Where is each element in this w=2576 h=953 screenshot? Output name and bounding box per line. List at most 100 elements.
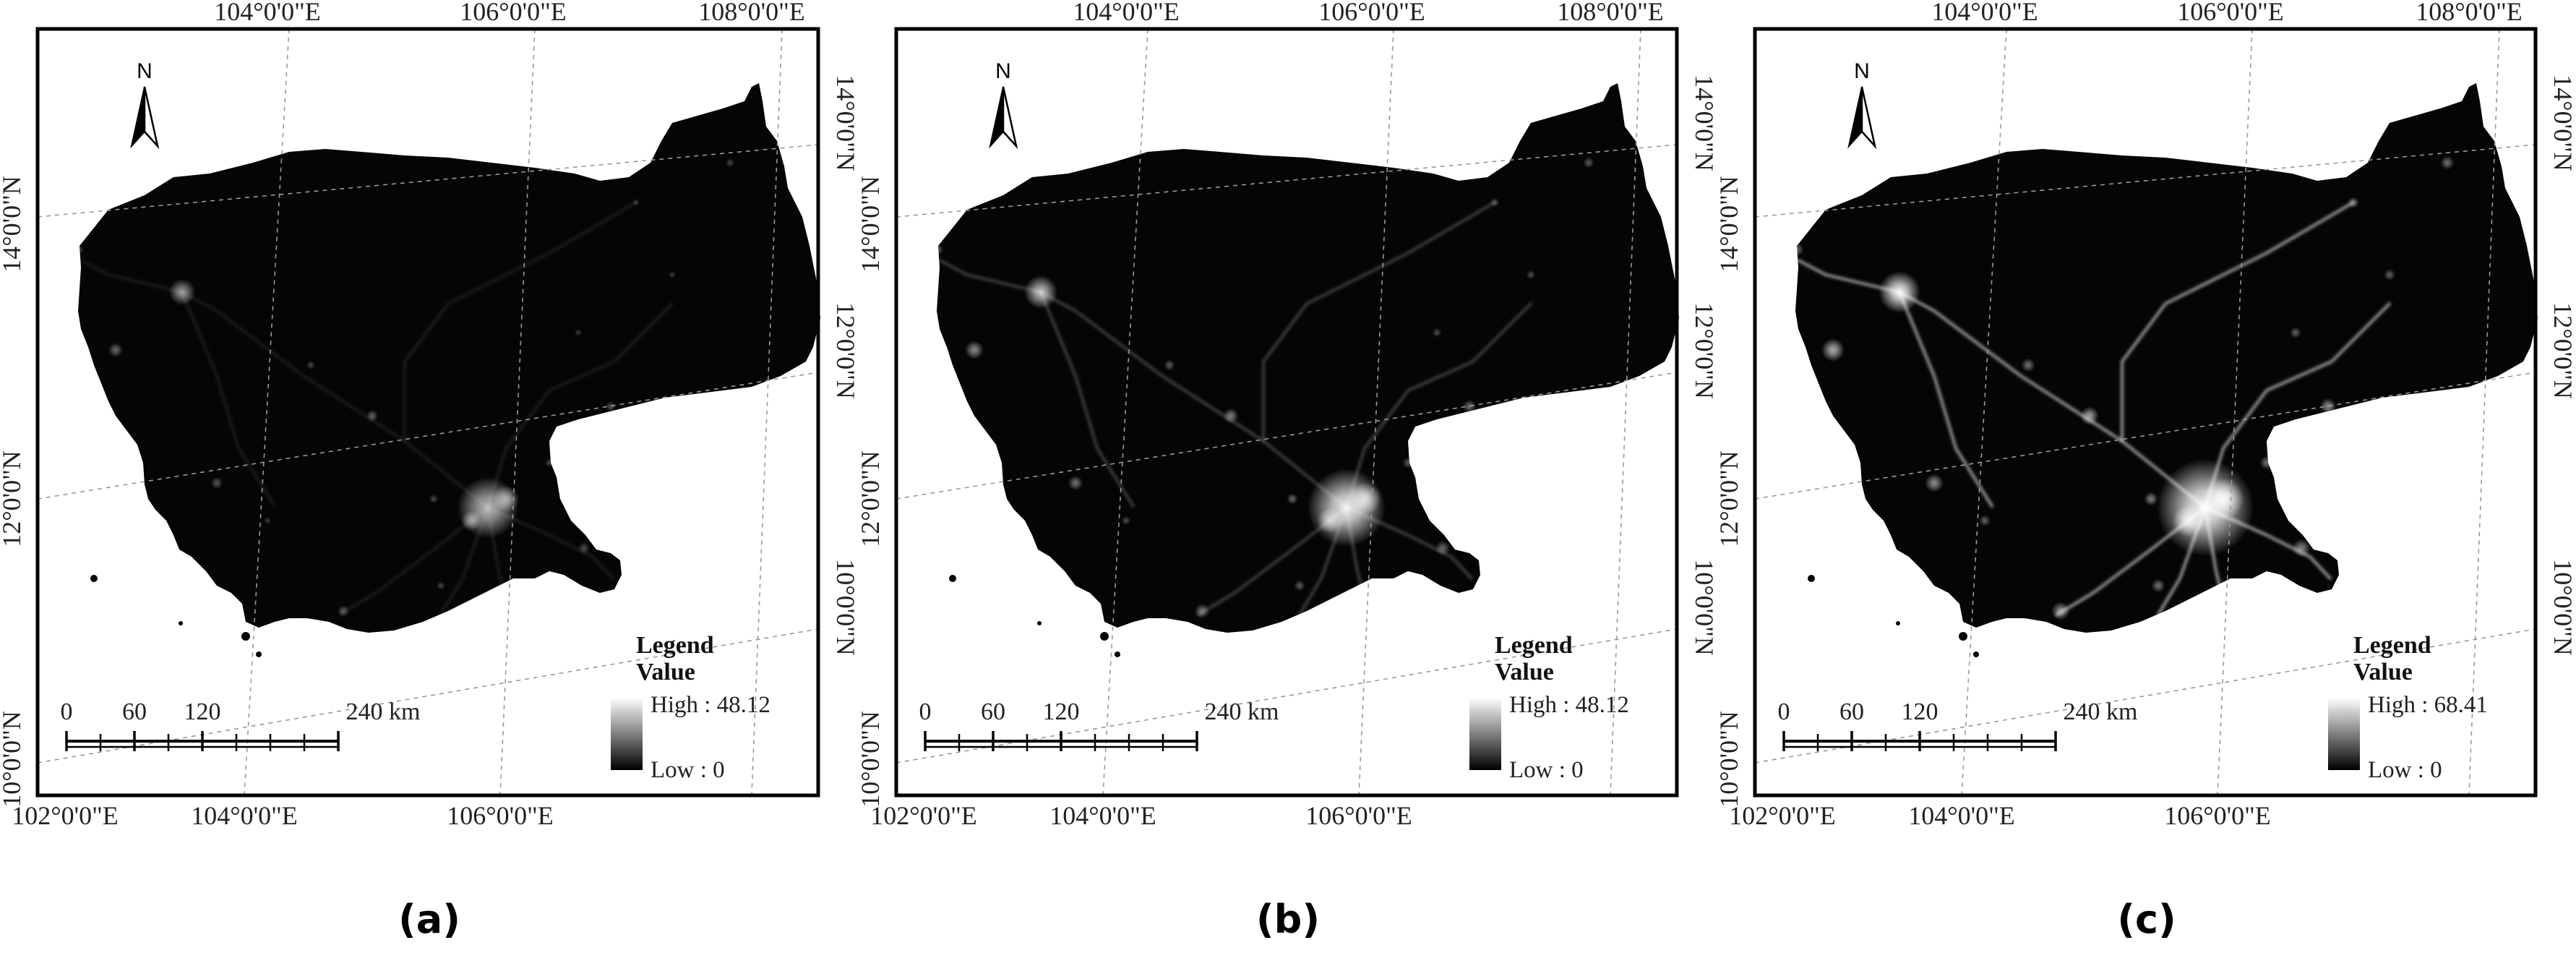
map-frame (894, 27, 1679, 798)
bottom-longitude-label: 104°0'0"E (1908, 801, 2015, 830)
city-light (429, 494, 439, 504)
grid-line (1754, 144, 2536, 218)
grid-line (896, 144, 1678, 218)
island (1115, 651, 1120, 657)
island (1959, 632, 1967, 641)
top-longitude-label: 108°0'0"E (1557, 0, 1664, 26)
road-light (1345, 302, 1532, 509)
city-light (1194, 603, 1210, 619)
legend-color-ramp (2328, 698, 2360, 770)
north-arrow-icon (989, 86, 1018, 150)
city-light (492, 485, 520, 513)
city-light (263, 516, 272, 525)
legend-high-label: High : 48.12 (1509, 692, 1629, 718)
island (1037, 621, 1042, 625)
grid-line (1754, 372, 2536, 500)
map-panel: 104°0'0"E 106°0'0"E 108°0'0"E 102°0'0"E 104°… (0, 0, 860, 953)
city-light (2172, 504, 2205, 537)
top-longitude-label: 104°0'0"E (1073, 0, 1180, 26)
legend-title: Legend (2353, 632, 2431, 659)
city-light (965, 341, 984, 359)
left-latitude-label: 14°0'0"N (0, 176, 26, 273)
city-light (1432, 328, 1442, 338)
city-light (1294, 580, 1305, 591)
island (1896, 621, 1900, 625)
right-latitude-label: 14°0'0"N (1690, 74, 1719, 171)
city-light (108, 342, 124, 358)
bottom-longitude-label: 106°0'0"E (447, 801, 554, 830)
scale-tick-label: 120 (1902, 698, 1939, 725)
grid-line (1961, 28, 2007, 796)
city-light (544, 458, 554, 468)
city-light (1023, 275, 1058, 309)
bottom-longitude-label: 102°0'0"E (870, 801, 977, 830)
left-latitude-label: 12°0'0"N (0, 450, 26, 547)
city-light (306, 360, 316, 370)
city-light (1583, 157, 1594, 168)
grid-line (1102, 28, 1149, 796)
legend-color-ramp (1469, 698, 1501, 770)
grid-line (1610, 28, 1641, 796)
country-land (937, 83, 1679, 633)
left-latitude-label: 10°0'0"N (0, 711, 26, 808)
city-light (1526, 420, 1539, 433)
city-light (1879, 271, 1920, 313)
city-light (2348, 197, 2359, 208)
night-lights (78, 158, 735, 617)
left-latitude-label: 10°0'0"N (1714, 711, 1743, 808)
scale-tick-label: 0 (1778, 698, 1790, 725)
right-latitude-label: 14°0'0"N (2549, 74, 2576, 171)
city-light (1347, 482, 1382, 516)
grid-line (2468, 28, 2500, 796)
grid-line (751, 28, 783, 796)
scale-tick-label: 120 (184, 698, 221, 725)
grid-line (37, 372, 819, 500)
legend-color-ramp (611, 698, 643, 770)
island (241, 632, 250, 641)
island (179, 621, 183, 625)
island (90, 575, 98, 582)
city-light (632, 198, 640, 207)
road-light (338, 506, 489, 616)
north-label: N (1854, 59, 1870, 83)
scale-bar (924, 731, 1198, 751)
city-light (436, 581, 446, 591)
city-light (725, 158, 735, 168)
legend-low-label: Low : 0 (651, 757, 725, 783)
city-light (1402, 457, 1414, 469)
top-longitude-label: 106°0'0"E (1318, 0, 1425, 26)
left-latitude-label: 12°0'0"N (856, 450, 885, 547)
right-latitude-label: 12°0'0"N (831, 302, 860, 399)
legend-high-label: High : 68.41 (2368, 692, 2488, 718)
bottom-longitude-label: 106°0'0"E (2164, 801, 2271, 830)
city-light (168, 278, 196, 306)
scale-tick-label: 0 (61, 698, 73, 725)
scale-tick-label: 60 (981, 698, 1005, 725)
road-light (181, 291, 276, 508)
city-light (2292, 539, 2311, 557)
road-light (2121, 201, 2355, 443)
city-light (578, 542, 591, 555)
city-light (1821, 338, 1845, 362)
scale-bar (65, 731, 340, 751)
island (1973, 651, 1979, 657)
city-light (2144, 492, 2158, 506)
scale-bar (1782, 731, 2057, 751)
left-latitude-label: 10°0'0"N (856, 711, 885, 808)
island (949, 575, 956, 582)
top-longitude-label: 106°0'0"E (2177, 0, 2284, 26)
city-light (1121, 516, 1131, 526)
road-light (1898, 291, 1993, 508)
road-light (1039, 291, 1135, 508)
city-light (1795, 242, 1804, 257)
north-label: N (137, 59, 153, 83)
city-light (2290, 327, 2301, 338)
city-light (1317, 508, 1343, 534)
legend-low-label: Low : 0 (2368, 757, 2442, 783)
city-light (2259, 456, 2274, 470)
city-light (1979, 515, 1991, 526)
island (1100, 632, 1109, 641)
country-land (78, 83, 820, 633)
legend-title: Legend (636, 632, 714, 659)
